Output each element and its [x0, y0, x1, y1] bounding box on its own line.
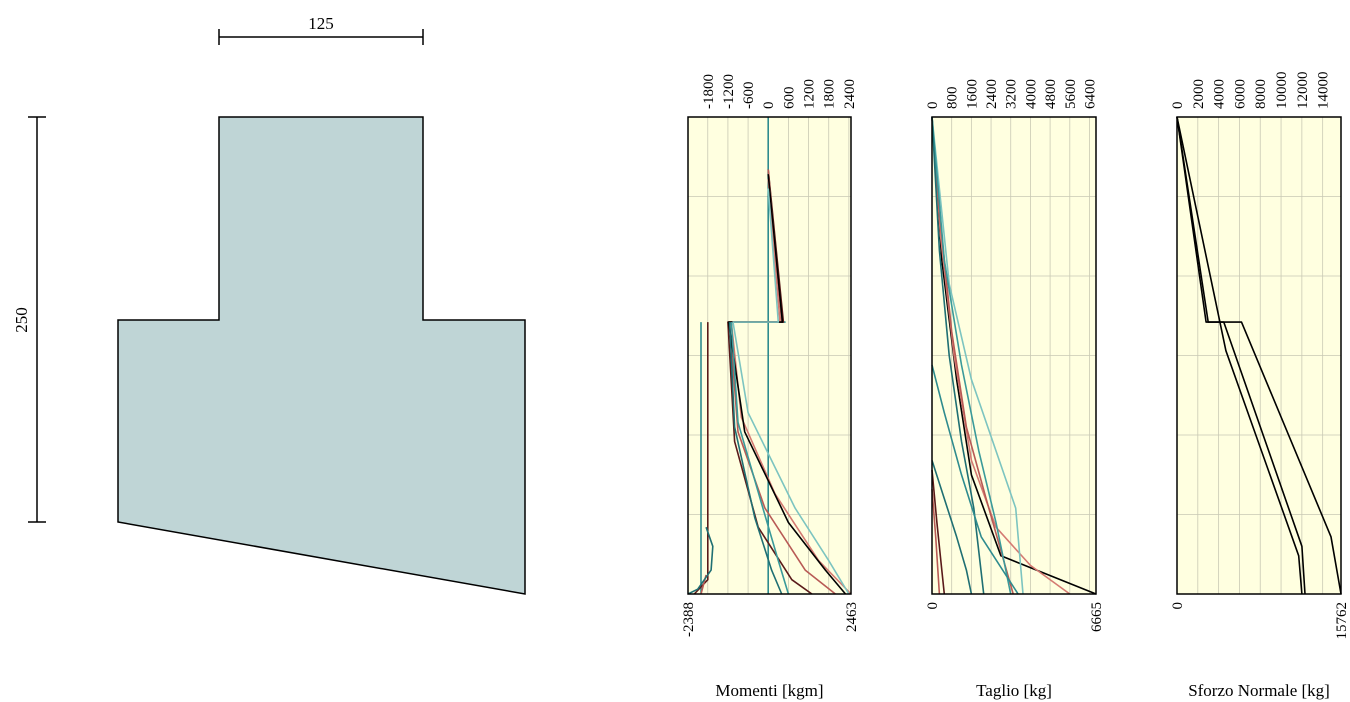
axial-tick-label: 12000 — [1295, 72, 1311, 110]
axial-tick-label: 6000 — [1232, 79, 1248, 109]
moment-series-line — [732, 188, 850, 595]
shear-max-label: 6665 — [1089, 602, 1105, 632]
shear-series-line — [931, 116, 985, 595]
moment-series-line — [767, 117, 786, 594]
axial-plot-frame — [1176, 116, 1342, 595]
width-dimension: 125 — [218, 14, 424, 45]
shear-series — [931, 116, 1097, 595]
shear-series-line — [931, 489, 941, 595]
section-shape — [117, 116, 526, 595]
moment-series-line — [730, 322, 790, 595]
moment-tick-label: 0 — [761, 102, 777, 110]
axial-tick-label: 2000 — [1191, 79, 1207, 109]
axial-tick-label: 8000 — [1253, 79, 1269, 109]
shear-tick-label: 2400 — [984, 79, 1000, 109]
shear-series-line — [931, 116, 1071, 595]
moment-series-line — [693, 322, 709, 595]
axial-min-label: 0 — [1170, 602, 1186, 610]
moment-min-label: -2388 — [681, 602, 697, 637]
moment-tick-label: 600 — [781, 87, 797, 110]
axial-tick-label: 14000 — [1316, 72, 1332, 110]
axial-tick-label: 4000 — [1212, 79, 1228, 109]
axial-max-label: 15762 — [1334, 602, 1350, 640]
axial-tick-label: 10000 — [1274, 72, 1290, 110]
moment-tick-label: 2400 — [842, 79, 858, 109]
shear-tick-label: 1600 — [964, 79, 980, 109]
axial-series-line — [1176, 116, 1303, 595]
moment-axis-label: Momenti [kgm] — [715, 681, 823, 700]
moment-series — [687, 117, 852, 595]
shear-plot-frame — [931, 116, 1097, 595]
axial-tick-label: 0 — [1170, 102, 1186, 110]
moment-series-line — [727, 169, 813, 595]
shear-tick-label: 800 — [945, 87, 961, 110]
axial-series-line — [1176, 116, 1342, 595]
moment-ticks: -1800 -1200 -600 0 600 1200 1800 2400 — [701, 74, 858, 109]
shear-tick-label: 5600 — [1063, 79, 1079, 109]
moment-tick-label: -1200 — [721, 74, 737, 109]
moment-max-label: 2463 — [844, 602, 860, 632]
moment-tick-label: 1200 — [802, 79, 818, 109]
shear-chart: 0 800 1600 2400 3200 4000 4800 5600 6400 0 6665 … — [925, 79, 1105, 700]
shear-series-line — [931, 469, 946, 595]
shear-series-line — [931, 116, 1012, 595]
shear-tick-label: 6400 — [1083, 79, 1099, 109]
shear-series-line — [931, 116, 1024, 595]
shear-tick-label: 4000 — [1023, 79, 1039, 109]
axial-force-chart: 0 2000 4000 6000 8000 10000 12000 14000 0 15762… — [1170, 72, 1350, 701]
cross-section: 125 250 — [12, 14, 526, 595]
moment-tick-label: 1800 — [822, 79, 838, 109]
axial-ticks: 0 2000 4000 6000 8000 10000 12000 14000 — [1170, 72, 1332, 110]
shear-min-label: 0 — [925, 602, 941, 610]
moment-tick-label: -600 — [741, 82, 757, 110]
width-dimension-label: 125 — [308, 14, 334, 33]
axial-series — [1176, 116, 1342, 595]
axial-grid — [1177, 117, 1341, 594]
moment-tick-label: -1800 — [701, 74, 717, 109]
moment-series-line — [727, 174, 847, 595]
moment-series-line — [687, 526, 714, 595]
moment-series-line — [728, 322, 783, 595]
shear-tick-label: 0 — [925, 102, 941, 110]
moment-chart: -1800 -1200 -600 0 600 1200 1800 2400 -2388 246… — [681, 74, 860, 700]
shear-series-line — [931, 460, 973, 595]
height-dimension: 250 — [12, 116, 46, 523]
moment-plot-frame — [687, 116, 852, 595]
height-dimension-label: 250 — [12, 307, 31, 333]
shear-tick-label: 3200 — [1004, 79, 1020, 109]
axial-series-line — [1176, 116, 1306, 595]
shear-series-line — [931, 364, 1019, 595]
shear-tick-label: 4800 — [1043, 79, 1059, 109]
shear-axis-label: Taglio [kg] — [976, 681, 1052, 700]
shear-ticks: 0 800 1600 2400 3200 4000 4800 5600 6400 — [925, 79, 1099, 109]
axial-axis-label: Sforzo Normale [kg] — [1188, 681, 1330, 700]
